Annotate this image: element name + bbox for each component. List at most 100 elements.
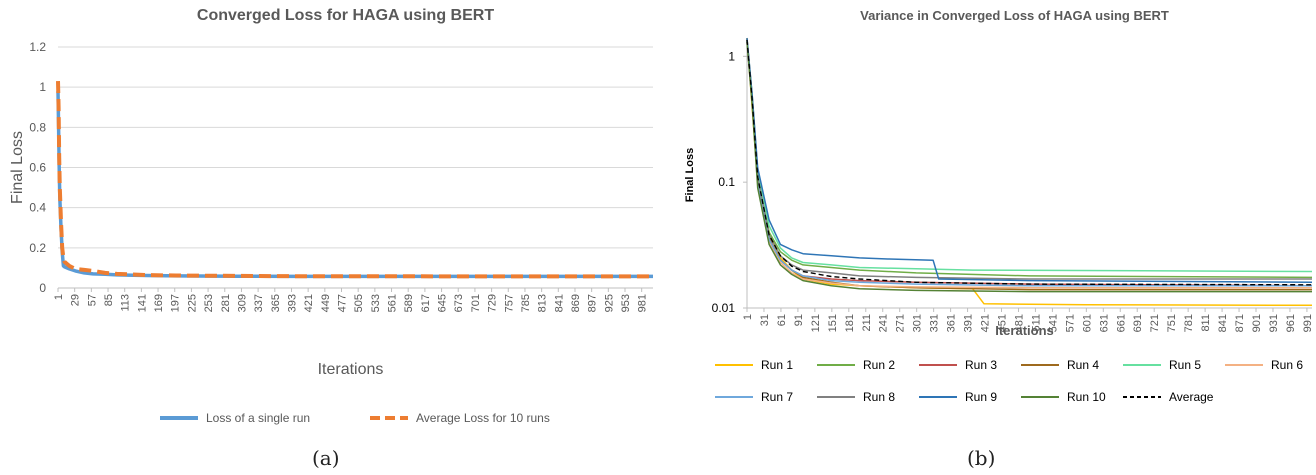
variance-chart-svg: Variance in Converged Loss of HAGA using… [684, 8, 1314, 404]
x-tick-label: 661 [1115, 314, 1127, 332]
x-tick-label: 751 [1166, 314, 1178, 332]
x-tick-label: 451 [997, 314, 1009, 332]
x-tick-label: 365 [270, 294, 282, 312]
chart-panel-a: Converged Loss for HAGA using BERT 0 0.2 0.… [9, 7, 653, 425]
x-tick-label: 449 [320, 294, 332, 312]
x-axis-label: Iterations [318, 361, 384, 378]
series-line-6 [746, 39, 1312, 289]
x-tick-label: 925 [603, 294, 615, 312]
x-tick-label: 721 [1149, 314, 1161, 332]
x-tick-label: 393 [286, 294, 298, 312]
x-tick-label: 29 [70, 294, 82, 306]
x-tick-label: 897 [587, 294, 599, 312]
x-tick-label: 961 [1285, 314, 1297, 332]
x-tick-label: 931 [1268, 314, 1280, 332]
x-tick-label: 477 [337, 294, 349, 312]
x-tick-label: 841 [553, 294, 565, 312]
legend-label: Run 1 [761, 358, 793, 372]
legend-label: Run 3 [965, 358, 997, 372]
legend-label: Loss of a single run [206, 411, 310, 425]
series-line-10 [746, 41, 1312, 293]
y-axis-label: Final Loss [684, 148, 696, 202]
x-tick-label: 271 [895, 314, 907, 332]
legend-label: Run 2 [863, 358, 895, 372]
x-tick-label: 197 [170, 294, 182, 312]
series-line-2 [56, 81, 653, 279]
x-tick-label: 533 [370, 294, 382, 312]
x-tick-label: 151 [827, 314, 839, 332]
y-tick-label: 0.2 [29, 241, 46, 255]
x-tick-label: 757 [503, 294, 515, 312]
x-tick-label: 421 [980, 314, 992, 332]
y-tick-label: 0.6 [29, 161, 46, 175]
caption-b: (b) [967, 446, 996, 470]
legend-label: Run 7 [761, 390, 793, 404]
x-tick-label: 331 [929, 314, 941, 332]
series-line-2 [746, 39, 1313, 279]
x-tick-label: 729 [487, 294, 499, 312]
x-tick-label: 601 [1081, 314, 1093, 332]
legend-label: Run 4 [1067, 358, 1099, 372]
x-tick-label: 181 [844, 314, 856, 332]
y-tick-label: 1 [728, 49, 735, 63]
y-tick-label: 0.1 [718, 175, 735, 189]
x-tick-label: 481 [1013, 314, 1025, 332]
x-tick-label: 541 [1047, 314, 1059, 332]
x-tick-label: 421 [303, 294, 315, 312]
series-line-5 [746, 41, 1313, 273]
x-tick-label: 57 [86, 294, 98, 306]
x-tick-label: 211 [861, 314, 873, 332]
caption-a: (a) [312, 446, 340, 470]
chart-title: Converged Loss for HAGA using BERT [197, 7, 494, 24]
y-tick-label: 0 [39, 281, 46, 295]
x-tick-label: 981 [637, 294, 649, 312]
legend-label: Average Loss for 10 runs [416, 411, 550, 425]
x-tick-label: 631 [1098, 314, 1110, 332]
x-tick-label: 61 [776, 314, 788, 326]
loss-chart-svg: Converged Loss for HAGA using BERT 0 0.2 0.… [9, 7, 653, 425]
x-tick-label: 1 [53, 294, 65, 300]
x-tick-label: 841 [1217, 314, 1229, 332]
legend-label: Average [1169, 390, 1214, 404]
x-tick-label: 871 [1234, 314, 1246, 332]
x-tick-label: 301 [912, 314, 924, 332]
series-line-3 [746, 41, 1313, 287]
x-tick-label: 225 [186, 294, 198, 312]
legend-label: Run 8 [863, 390, 895, 404]
x-tick-label: 337 [253, 294, 265, 312]
chart-title: Variance in Converged Loss of HAGA using… [860, 8, 1169, 23]
legend-label: Run 9 [965, 390, 997, 404]
x-tick-label: 121 [810, 314, 822, 332]
series-line-4 [746, 38, 1312, 291]
y-axis-label: Final Loss [9, 131, 26, 204]
x-tick-label: 391 [963, 314, 975, 332]
x-tick-label: 113 [120, 294, 132, 312]
x-tick-label: 589 [403, 294, 415, 312]
x-tick-label: 645 [437, 294, 449, 312]
x-tick-label: 953 [620, 294, 632, 312]
x-axis-label: Iterations [995, 323, 1054, 338]
x-tick-label: 91 [793, 314, 805, 326]
x-tick-label: 561 [387, 294, 399, 312]
series-line-8 [746, 39, 1312, 280]
x-tick-label: 691 [1132, 314, 1144, 332]
x-tick-label: 505 [353, 294, 365, 312]
x-tick-label: 901 [1251, 314, 1263, 332]
x-tick-label: 309 [236, 294, 248, 312]
x-tick-label: 169 [153, 294, 165, 312]
x-tick-label: 511 [1030, 314, 1042, 332]
x-tick-label: 781 [1183, 314, 1195, 332]
x-tick-label: 869 [570, 294, 582, 312]
x-tick-label: 701 [470, 294, 482, 312]
y-tick-label: 1.2 [29, 40, 46, 54]
y-tick-label: 0.8 [29, 120, 46, 134]
x-tick-label: 281 [220, 294, 232, 312]
series-line-7 [746, 40, 1312, 287]
series-line-9 [746, 37, 1313, 284]
x-tick-label: 991 [1302, 314, 1314, 332]
x-tick-label: 813 [537, 294, 549, 312]
y-tick-label: 1 [39, 80, 46, 94]
x-tick-label: 1 [742, 314, 754, 320]
legend-label: Run 10 [1067, 390, 1106, 404]
x-tick-label: 811 [1200, 314, 1212, 332]
